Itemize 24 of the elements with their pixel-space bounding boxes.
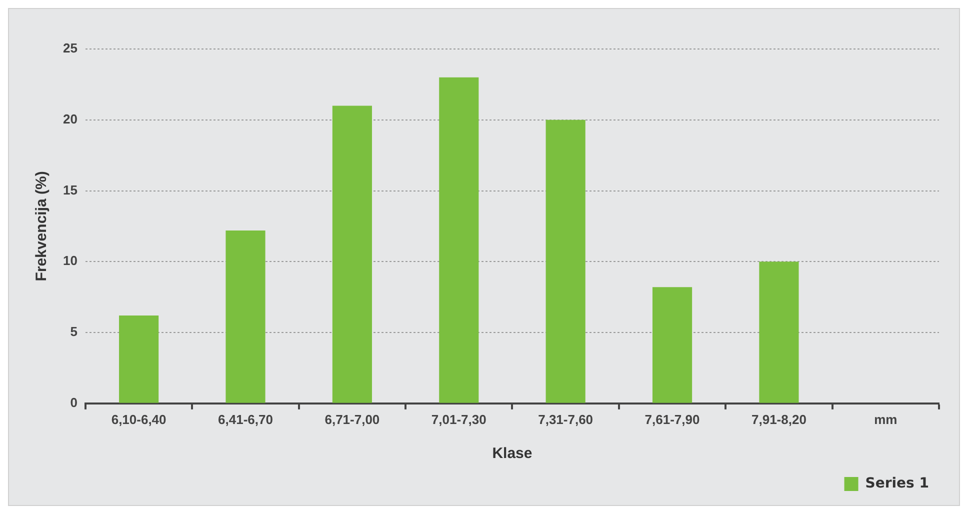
bar [759,262,799,403]
x-tick-label: 7,61-7,90 [644,412,700,427]
y-tick-label: 20 [62,111,78,126]
legend-label: Series 1 [865,476,930,492]
x-axis-title: Klase [492,445,532,462]
y-tick-label: 25 [62,40,78,56]
x-tick-label: 6,71-7,00 [324,412,380,427]
bar [226,230,266,403]
bar [546,120,586,403]
y-tick-label: 15 [62,182,78,198]
x-tick-label: 6,10-6,40 [111,412,166,427]
y-axis-title: Frekvencija (%) [33,171,50,282]
y-tick-label: 10 [62,253,78,268]
x-tick-label: 7,91-8,20 [751,412,806,427]
y-tick-label: 5 [70,324,78,340]
x-tick-label: 7,01-7,30 [431,412,486,427]
x-tick-label: mm [874,412,898,427]
x-tick-label: 7,31-7,60 [538,412,594,427]
bar [119,316,159,403]
y-tick-label: 0 [70,394,78,410]
bar [332,106,372,403]
bar [439,77,479,403]
x-tick-label: 6,41-6,70 [218,412,273,427]
bar [652,287,692,403]
